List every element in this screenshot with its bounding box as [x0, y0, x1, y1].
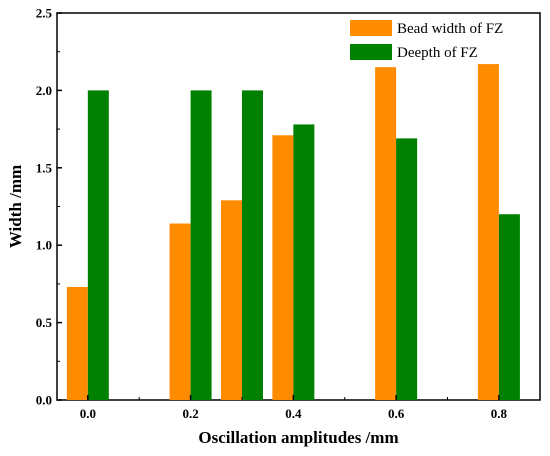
x-tick-label-2: 0.4	[285, 406, 302, 421]
bar-depth-1	[190, 90, 212, 401]
bar-bead-width-1	[169, 223, 191, 400]
bar-depth-4	[396, 138, 418, 400]
x-tick-label-4: 0.8	[491, 406, 508, 421]
y-tick-label-4: 2.0	[36, 83, 52, 98]
y-axis: 0.0 0.5 1.0 1.5 2.0 2.5	[36, 6, 62, 408]
y-tick-label-3: 1.5	[36, 160, 53, 175]
bar-bead-width-3	[272, 135, 294, 401]
x-tick-label-3: 0.6	[388, 406, 405, 421]
bar-depth-2	[241, 90, 263, 401]
x-tick-label-1: 0.2	[182, 406, 198, 421]
bar-bead-width-4	[375, 67, 397, 401]
bar-depth-0	[87, 90, 109, 401]
x-tick-label-0: 0.0	[80, 406, 96, 421]
bar-depth-3	[293, 124, 315, 401]
legend-label-bead-width: Bead width of FZ	[397, 21, 503, 37]
x-axis-title: Oscillation amplitudes /mm	[198, 428, 398, 447]
bar-bead-width-0	[66, 286, 88, 400]
y-tick-label-2: 1.0	[36, 238, 52, 253]
bar-bead-width-5	[477, 64, 499, 401]
x-axis: 0.0 0.2 0.4 0.6 0.8	[80, 395, 508, 421]
y-tick-label-5: 2.5	[36, 6, 53, 21]
legend-swatch-bead-width	[350, 20, 392, 36]
legend: Bead width of FZ Deepth of FZ	[350, 20, 503, 61]
y-axis-title: Width /mm	[6, 165, 25, 248]
bar-depth-5	[498, 214, 520, 400]
bar-bead-width-2	[220, 200, 242, 400]
y-tick-label-0: 0.0	[36, 393, 52, 408]
legend-label-depth: Deepth of FZ	[397, 45, 478, 61]
legend-swatch-depth	[350, 44, 392, 60]
y-tick-label-1: 0.5	[36, 315, 53, 330]
bars-group	[66, 64, 520, 401]
